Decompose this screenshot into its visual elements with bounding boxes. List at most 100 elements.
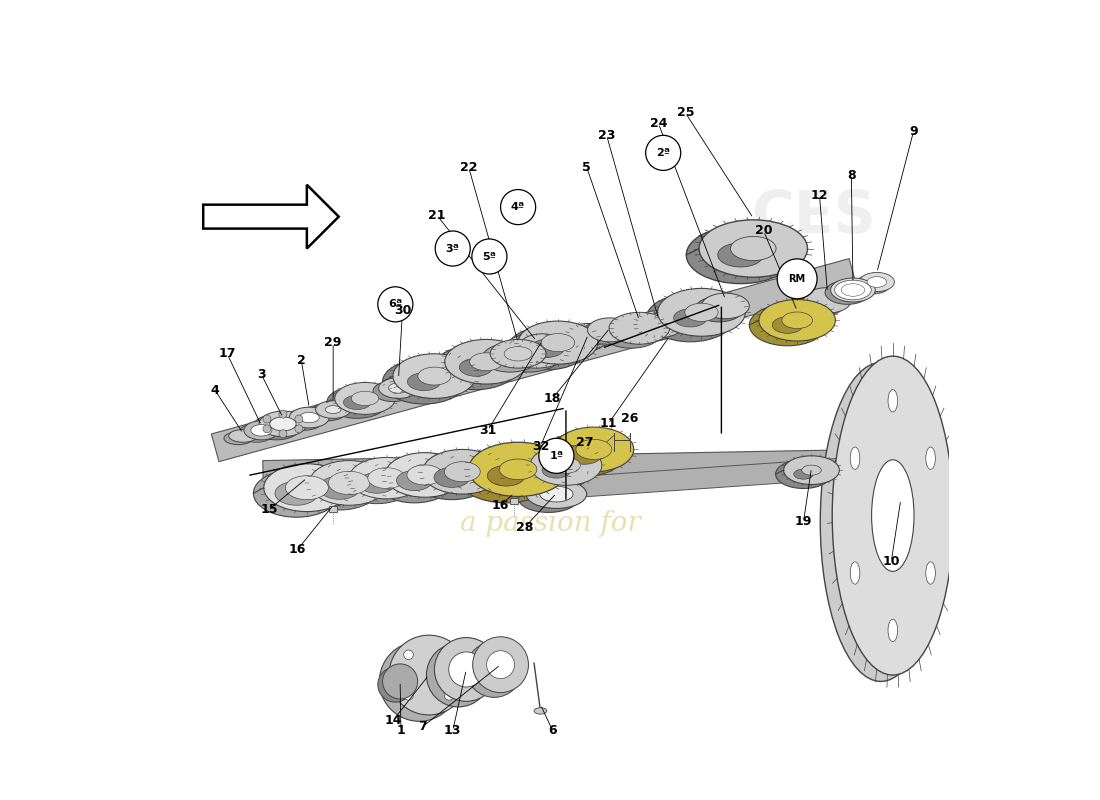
Ellipse shape: [864, 279, 882, 290]
Ellipse shape: [541, 334, 574, 352]
Circle shape: [539, 438, 574, 474]
Ellipse shape: [794, 469, 813, 479]
Ellipse shape: [514, 337, 558, 361]
Ellipse shape: [326, 406, 341, 414]
Ellipse shape: [253, 414, 300, 440]
Ellipse shape: [518, 321, 597, 364]
Ellipse shape: [802, 465, 822, 475]
Ellipse shape: [566, 444, 602, 464]
Ellipse shape: [412, 455, 492, 500]
Text: 28: 28: [516, 521, 534, 534]
Text: 2ª: 2ª: [656, 148, 670, 158]
Ellipse shape: [700, 220, 807, 278]
Ellipse shape: [285, 476, 329, 500]
Ellipse shape: [695, 296, 743, 322]
Ellipse shape: [434, 638, 498, 702]
Text: CES: CES: [750, 188, 876, 245]
Ellipse shape: [393, 354, 476, 398]
Text: 6: 6: [548, 723, 557, 737]
Ellipse shape: [319, 476, 361, 499]
Ellipse shape: [378, 378, 418, 398]
Ellipse shape: [632, 310, 684, 338]
Ellipse shape: [803, 287, 851, 313]
Text: 1ª: 1ª: [549, 451, 563, 461]
Ellipse shape: [718, 243, 763, 267]
Ellipse shape: [535, 708, 547, 714]
Ellipse shape: [658, 288, 746, 336]
Ellipse shape: [926, 562, 935, 584]
Ellipse shape: [772, 317, 803, 334]
Ellipse shape: [544, 432, 624, 477]
Ellipse shape: [375, 458, 454, 503]
Text: 18: 18: [543, 392, 561, 405]
Ellipse shape: [270, 417, 296, 431]
FancyBboxPatch shape: [329, 506, 337, 513]
Ellipse shape: [673, 309, 707, 327]
Ellipse shape: [470, 353, 503, 370]
Ellipse shape: [542, 462, 571, 478]
Ellipse shape: [340, 462, 415, 504]
Text: 6ª: 6ª: [388, 299, 403, 310]
Ellipse shape: [466, 642, 522, 698]
Text: RM: RM: [789, 274, 805, 284]
Ellipse shape: [730, 237, 777, 261]
Ellipse shape: [244, 421, 279, 440]
Ellipse shape: [473, 637, 528, 693]
Ellipse shape: [388, 383, 408, 394]
Ellipse shape: [558, 326, 606, 352]
Ellipse shape: [685, 303, 718, 322]
Ellipse shape: [367, 468, 405, 489]
Ellipse shape: [627, 314, 678, 341]
Ellipse shape: [888, 619, 898, 642]
Ellipse shape: [798, 290, 845, 316]
Ellipse shape: [456, 449, 556, 503]
Ellipse shape: [926, 447, 935, 470]
Text: 5ª: 5ª: [483, 251, 496, 262]
Ellipse shape: [825, 281, 870, 304]
Circle shape: [500, 190, 536, 225]
Text: 22: 22: [460, 161, 477, 174]
Ellipse shape: [327, 386, 387, 418]
Ellipse shape: [294, 414, 313, 425]
Polygon shape: [211, 258, 857, 462]
Text: 17: 17: [219, 347, 235, 360]
Circle shape: [279, 430, 287, 438]
Ellipse shape: [444, 462, 481, 482]
Polygon shape: [263, 450, 869, 486]
Text: 32: 32: [531, 440, 549, 453]
Ellipse shape: [377, 667, 412, 702]
Ellipse shape: [487, 466, 525, 486]
Circle shape: [444, 650, 454, 659]
Ellipse shape: [258, 411, 307, 437]
Ellipse shape: [503, 333, 570, 368]
Ellipse shape: [229, 430, 257, 442]
Text: 16: 16: [288, 543, 306, 556]
Ellipse shape: [343, 395, 371, 410]
Text: 24: 24: [650, 117, 668, 130]
Ellipse shape: [469, 442, 568, 497]
Ellipse shape: [530, 446, 602, 486]
Ellipse shape: [383, 664, 418, 699]
Ellipse shape: [564, 323, 613, 349]
Ellipse shape: [351, 391, 378, 406]
Ellipse shape: [508, 326, 587, 370]
Text: 1: 1: [396, 723, 405, 737]
Ellipse shape: [359, 473, 396, 494]
Text: 26: 26: [621, 412, 638, 425]
Ellipse shape: [224, 432, 253, 445]
Text: 31: 31: [480, 424, 496, 437]
Ellipse shape: [396, 470, 432, 490]
Text: 25: 25: [676, 106, 694, 119]
Ellipse shape: [311, 403, 345, 421]
Ellipse shape: [418, 367, 451, 385]
Ellipse shape: [888, 390, 898, 412]
Ellipse shape: [835, 280, 871, 300]
Ellipse shape: [434, 467, 470, 487]
Text: 7: 7: [418, 720, 427, 734]
Text: 3: 3: [257, 368, 266, 381]
Circle shape: [778, 259, 817, 298]
Circle shape: [279, 410, 287, 418]
Ellipse shape: [499, 459, 537, 480]
Ellipse shape: [867, 277, 887, 287]
Text: a passion for: a passion for: [460, 510, 640, 537]
